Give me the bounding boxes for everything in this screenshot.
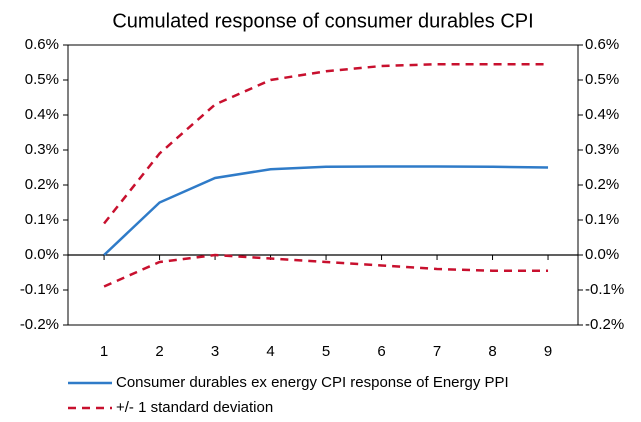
x-tick-label: 2 — [155, 343, 163, 360]
plot-frame — [67, 44, 579, 326]
y-tick-label: 0.6% — [25, 36, 59, 53]
y-tick-label: 0.4% — [25, 106, 59, 123]
y2-tick-label: 0.5% — [585, 71, 619, 88]
y2-tick-label: 0.0% — [585, 246, 619, 263]
legend-label: Consumer durables ex energy CPI response… — [116, 374, 509, 391]
y-tick-label: 0.3% — [25, 141, 59, 158]
y2-tick-label: 0.6% — [585, 36, 619, 53]
y-tick-label: -0.1% — [20, 281, 59, 298]
series-line — [103, 165, 549, 256]
y2-tick-label: 0.3% — [585, 141, 619, 158]
y-tick-label: 0.5% — [25, 71, 59, 88]
y-tick-label: 0.1% — [25, 211, 59, 228]
y-tick-label: -0.2% — [20, 316, 59, 333]
x-tick-label: 4 — [266, 343, 274, 360]
x-tick-label: 6 — [377, 343, 385, 360]
y2-tick-label: 0.1% — [585, 211, 619, 228]
x-tick-label: 8 — [488, 343, 496, 360]
x-tick-label: 3 — [211, 343, 219, 360]
x-tick-label: 1 — [100, 343, 108, 360]
y2-tick-label: 0.2% — [585, 176, 619, 193]
x-tick-label: 9 — [544, 343, 552, 360]
y-tick-label: 0.0% — [25, 246, 59, 263]
y2-tick-label: -0.2% — [585, 316, 624, 333]
x-tick-label: 5 — [322, 343, 330, 360]
y2-tick-label: 0.4% — [585, 106, 619, 123]
y-tick-label: 0.2% — [25, 176, 59, 193]
band-line — [103, 253, 549, 288]
legend-label: +/- 1 standard deviation — [116, 399, 273, 416]
y2-tick-label: -0.1% — [585, 281, 624, 298]
x-tick-label: 7 — [433, 343, 441, 360]
band-line — [103, 63, 549, 225]
chart-title: Cumulated response of consumer durables … — [112, 10, 533, 32]
